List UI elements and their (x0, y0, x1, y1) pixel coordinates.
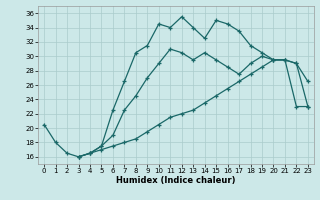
X-axis label: Humidex (Indice chaleur): Humidex (Indice chaleur) (116, 176, 236, 185)
